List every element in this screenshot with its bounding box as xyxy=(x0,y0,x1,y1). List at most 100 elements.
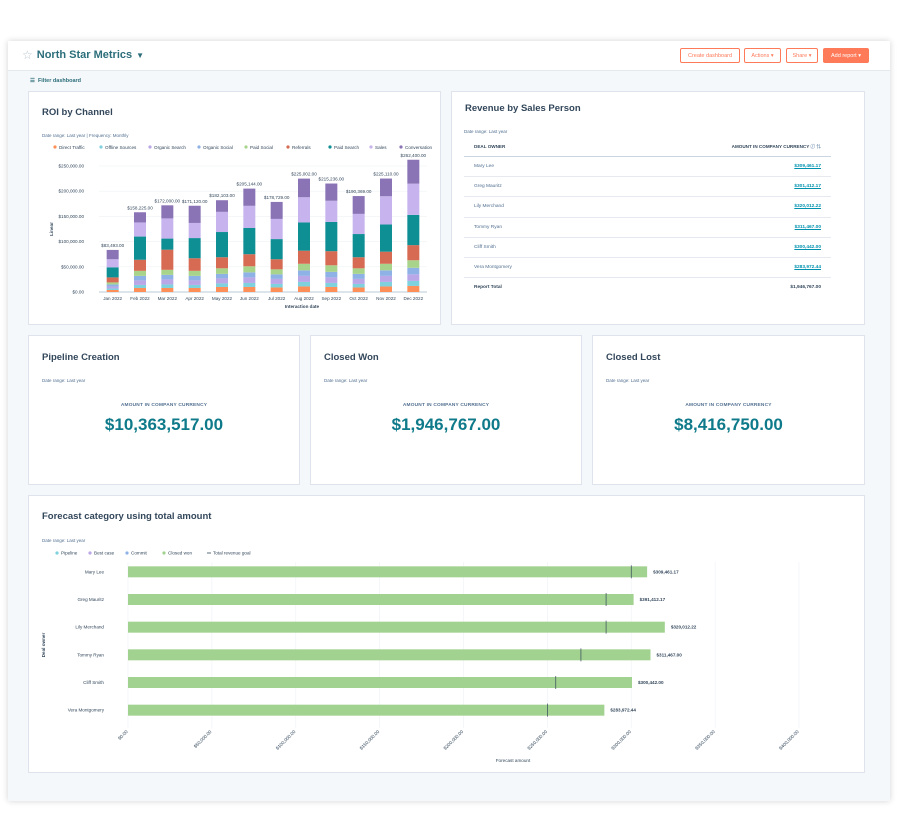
y-tick-label: Mary Lee xyxy=(85,569,105,574)
amount-link[interactable]: $311,467.00 xyxy=(794,224,821,230)
legend-label: Best case xyxy=(94,551,115,556)
bar-segment xyxy=(380,270,392,276)
amount-link[interactable]: $283,972.44 xyxy=(794,264,821,270)
bar-value-label: $309,461.17 xyxy=(653,569,679,574)
bar-segment xyxy=(106,259,119,268)
bar-segment xyxy=(188,238,201,259)
bar-total-label: $225,002.00 xyxy=(291,172,317,177)
bar-value-label: $283,972.44 xyxy=(610,708,636,713)
kpi-card-closed-won: Closed Won Date range: Last year AMOUNT … xyxy=(310,335,582,485)
bar-segment xyxy=(352,257,365,269)
actions-button[interactable]: Actions ▾ xyxy=(744,48,781,63)
amount-link[interactable]: $301,412.17 xyxy=(794,184,821,190)
kpi-card-pipeline: Pipeline Creation Date range: Last year … xyxy=(28,335,300,485)
amount-link[interactable]: $300,442.00 xyxy=(794,244,821,250)
create-dashboard-button[interactable]: Create dashboard xyxy=(680,48,740,63)
bar-segment xyxy=(134,287,146,292)
table-row: Mary Lee $309,461.17 xyxy=(464,157,831,178)
bar-value-label: $311,467.00 xyxy=(656,652,682,657)
bar-segment xyxy=(243,266,256,273)
x-tick-label: Oct 2022 xyxy=(349,296,368,301)
x-tick-label: $50,000.00 xyxy=(193,729,213,749)
bar-segment xyxy=(161,205,174,219)
forecast-bar xyxy=(128,566,648,578)
bar-segment xyxy=(325,221,338,252)
legend-swatch xyxy=(369,145,373,149)
deal-owner-name: Tommy Ryan xyxy=(474,224,502,230)
y-tick-label: $150,000.00 xyxy=(58,214,84,219)
bar-total-label: $182,103.00 xyxy=(209,193,235,198)
filter-dashboard-link[interactable]: ☰ Filter dashboard xyxy=(30,78,81,84)
bar-segment xyxy=(243,282,256,287)
share-button[interactable]: Share ▾ xyxy=(786,48,818,63)
bar-total-label: $205,144.00 xyxy=(237,182,263,187)
sort-icon[interactable]: ⇅ xyxy=(816,144,821,149)
table-row: Lily Merchand $320,012.22 xyxy=(464,197,831,218)
bar-segment xyxy=(407,183,420,215)
kpi-subtitle: Date range: Last year xyxy=(606,378,650,383)
bar-segment xyxy=(407,274,420,281)
bar-segment xyxy=(161,218,174,239)
x-tick-label: Jan 2022 xyxy=(103,296,122,301)
bar-segment xyxy=(106,288,119,290)
bar-segment xyxy=(216,200,228,212)
bar-segment xyxy=(380,281,392,287)
amount-link[interactable]: $320,012.22 xyxy=(794,204,821,210)
bar-value-label: $300,442.00 xyxy=(638,680,664,685)
legend-label: Referrals xyxy=(292,145,311,150)
bar-segment xyxy=(270,278,283,284)
x-tick-label: Sep 2022 xyxy=(321,296,341,301)
bar-segment xyxy=(298,286,310,292)
bar-segment xyxy=(298,222,310,251)
deal-owner-name: Vera Montgomery xyxy=(474,264,512,270)
revenue-title: Revenue by Sales Person xyxy=(465,103,581,114)
star-icon[interactable]: ☆ xyxy=(22,48,33,62)
bar-segment xyxy=(106,249,119,260)
bar-segment xyxy=(298,178,310,198)
bar-total-label: $158,225.00 xyxy=(127,205,153,210)
legend-label: Direct Traffic xyxy=(59,145,85,150)
x-tick-label: Feb 2022 xyxy=(130,296,150,301)
bar-segment xyxy=(188,258,201,271)
legend-swatch xyxy=(125,551,129,555)
bar-segment xyxy=(352,287,365,292)
legend-swatch xyxy=(399,145,403,149)
bar-segment xyxy=(407,245,420,261)
kpi-label: AMOUNT IN COMPANY CURRENCY xyxy=(120,403,208,408)
x-tick-label: Aug 2022 xyxy=(294,296,314,301)
amount-link[interactable]: $309,461.17 xyxy=(794,164,821,169)
bar-segment xyxy=(134,212,146,223)
column-amount-label: AMOUNT IN COMPANY CURRENCY xyxy=(731,144,810,149)
bar-total-label: $190,369.00 xyxy=(346,189,372,194)
bar-segment xyxy=(216,273,228,279)
column-amount[interactable]: AMOUNT IN COMPANY CURRENCY ⓘ ⇅ xyxy=(732,144,821,150)
bar-segment xyxy=(161,249,174,270)
legend-label: Closed won xyxy=(168,551,192,556)
column-deal-owner[interactable]: DEAL OWNER xyxy=(474,144,506,149)
y-tick-label: $50,000.00 xyxy=(61,264,84,269)
y-tick-label: Greg Mauritz xyxy=(77,597,104,602)
roi-title: ROI by Channel xyxy=(42,107,113,118)
info-icon[interactable]: ⓘ xyxy=(810,144,816,149)
deal-owner-name: Lily Merchand xyxy=(474,204,504,210)
legend-label: Sales xyxy=(375,145,387,150)
legend-label: Total revenue goal xyxy=(213,551,251,556)
bar-segment xyxy=(243,227,256,255)
forecast-bar xyxy=(128,677,632,688)
add-report-button[interactable]: Add report ▾ xyxy=(823,48,869,63)
bar-segment xyxy=(243,286,256,292)
forecast-bar xyxy=(128,621,665,633)
chevron-down-icon[interactable]: ▼ xyxy=(136,50,145,60)
forecast-chart: Pipeline Best case Commit Closed won Total r… xyxy=(41,551,800,763)
dashboard-selector[interactable]: ☆ North Star Metrics ▼ xyxy=(22,49,144,61)
bar-segment xyxy=(243,188,256,206)
legend-swatch xyxy=(148,145,152,149)
x-tick-label: Jun 2022 xyxy=(240,296,259,301)
roi-subtitle: Date range: Last year | Frequency: Month… xyxy=(42,133,129,138)
bar-segment xyxy=(134,222,146,237)
dashboard-title[interactable]: North Star Metrics xyxy=(36,49,133,61)
bar-segment xyxy=(161,238,174,250)
bar-segment xyxy=(216,257,228,269)
legend-swatch xyxy=(53,145,57,149)
kpi-label: AMOUNT IN COMPANY CURRENCY xyxy=(402,403,490,408)
